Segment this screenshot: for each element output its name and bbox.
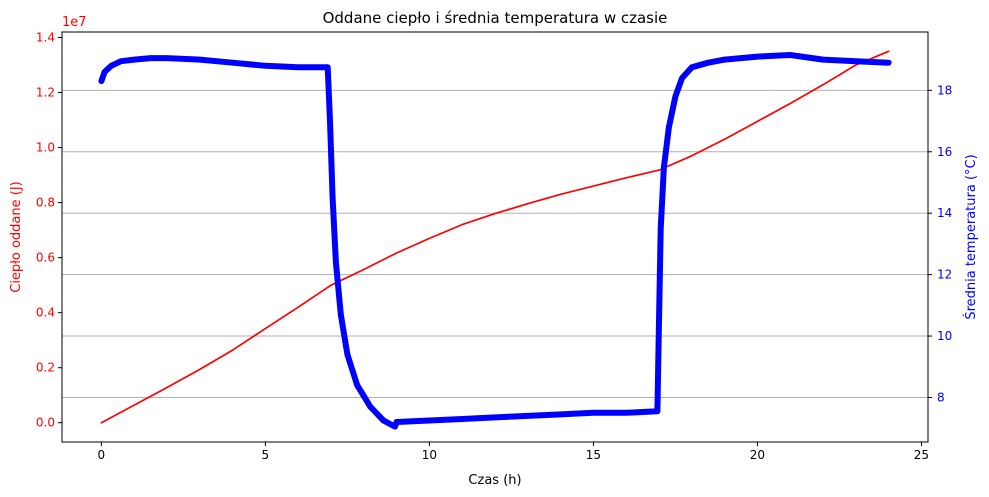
left-y-tick-label: 1.0: [36, 141, 55, 155]
x-tick-label: 10: [422, 448, 437, 462]
right-y-tick-label: 10: [937, 329, 952, 343]
x-tick-label: 25: [914, 448, 929, 462]
right-y-tick-label: 14: [937, 206, 952, 220]
left-y-tick-label: 1.2: [36, 86, 55, 100]
heat-series-line: [100, 50, 890, 424]
left-axis-multiplier: 1e7: [62, 15, 87, 30]
left-y-axis-label: Ciepło oddane (J): [9, 181, 24, 293]
right-y-tick-label: 12: [937, 268, 952, 282]
left-y-tick-label: 0.0: [36, 416, 55, 430]
right-y-tick-label: 16: [937, 145, 952, 159]
left-y-tick-label: 1.4: [36, 31, 55, 45]
left-y-tick-label: 0.2: [36, 361, 55, 375]
x-axis: 0 5 10 15 20 25: [98, 442, 929, 462]
x-tick-label: 0: [98, 448, 106, 462]
plot-frame: [61, 31, 929, 443]
series-layer: [98, 50, 892, 430]
right-y-tick-label: 18: [937, 83, 952, 97]
right-y-axis: 8 10 12 14 16 18: [928, 83, 952, 404]
temperature-series-line: [98, 52, 892, 430]
x-tick-label: 15: [586, 448, 601, 462]
right-y-tick-label: 8: [937, 390, 945, 404]
x-tick-label: 20: [750, 448, 765, 462]
left-y-tick-label: 0.4: [36, 306, 55, 320]
left-y-tick-label: 0.8: [36, 196, 55, 210]
left-y-axis: 0.0 0.2 0.4 0.6 0.8 1.0 1.2 1.4: [36, 31, 62, 430]
left-y-tick-label: 0.6: [36, 251, 55, 265]
right-y-axis-label: Średnia temperatura (°C): [963, 154, 979, 319]
x-axis-label: Czas (h): [468, 473, 521, 488]
chart-title: Oddane ciepło i średnia temperatura w cz…: [323, 9, 668, 27]
x-tick-label: 5: [262, 448, 270, 462]
